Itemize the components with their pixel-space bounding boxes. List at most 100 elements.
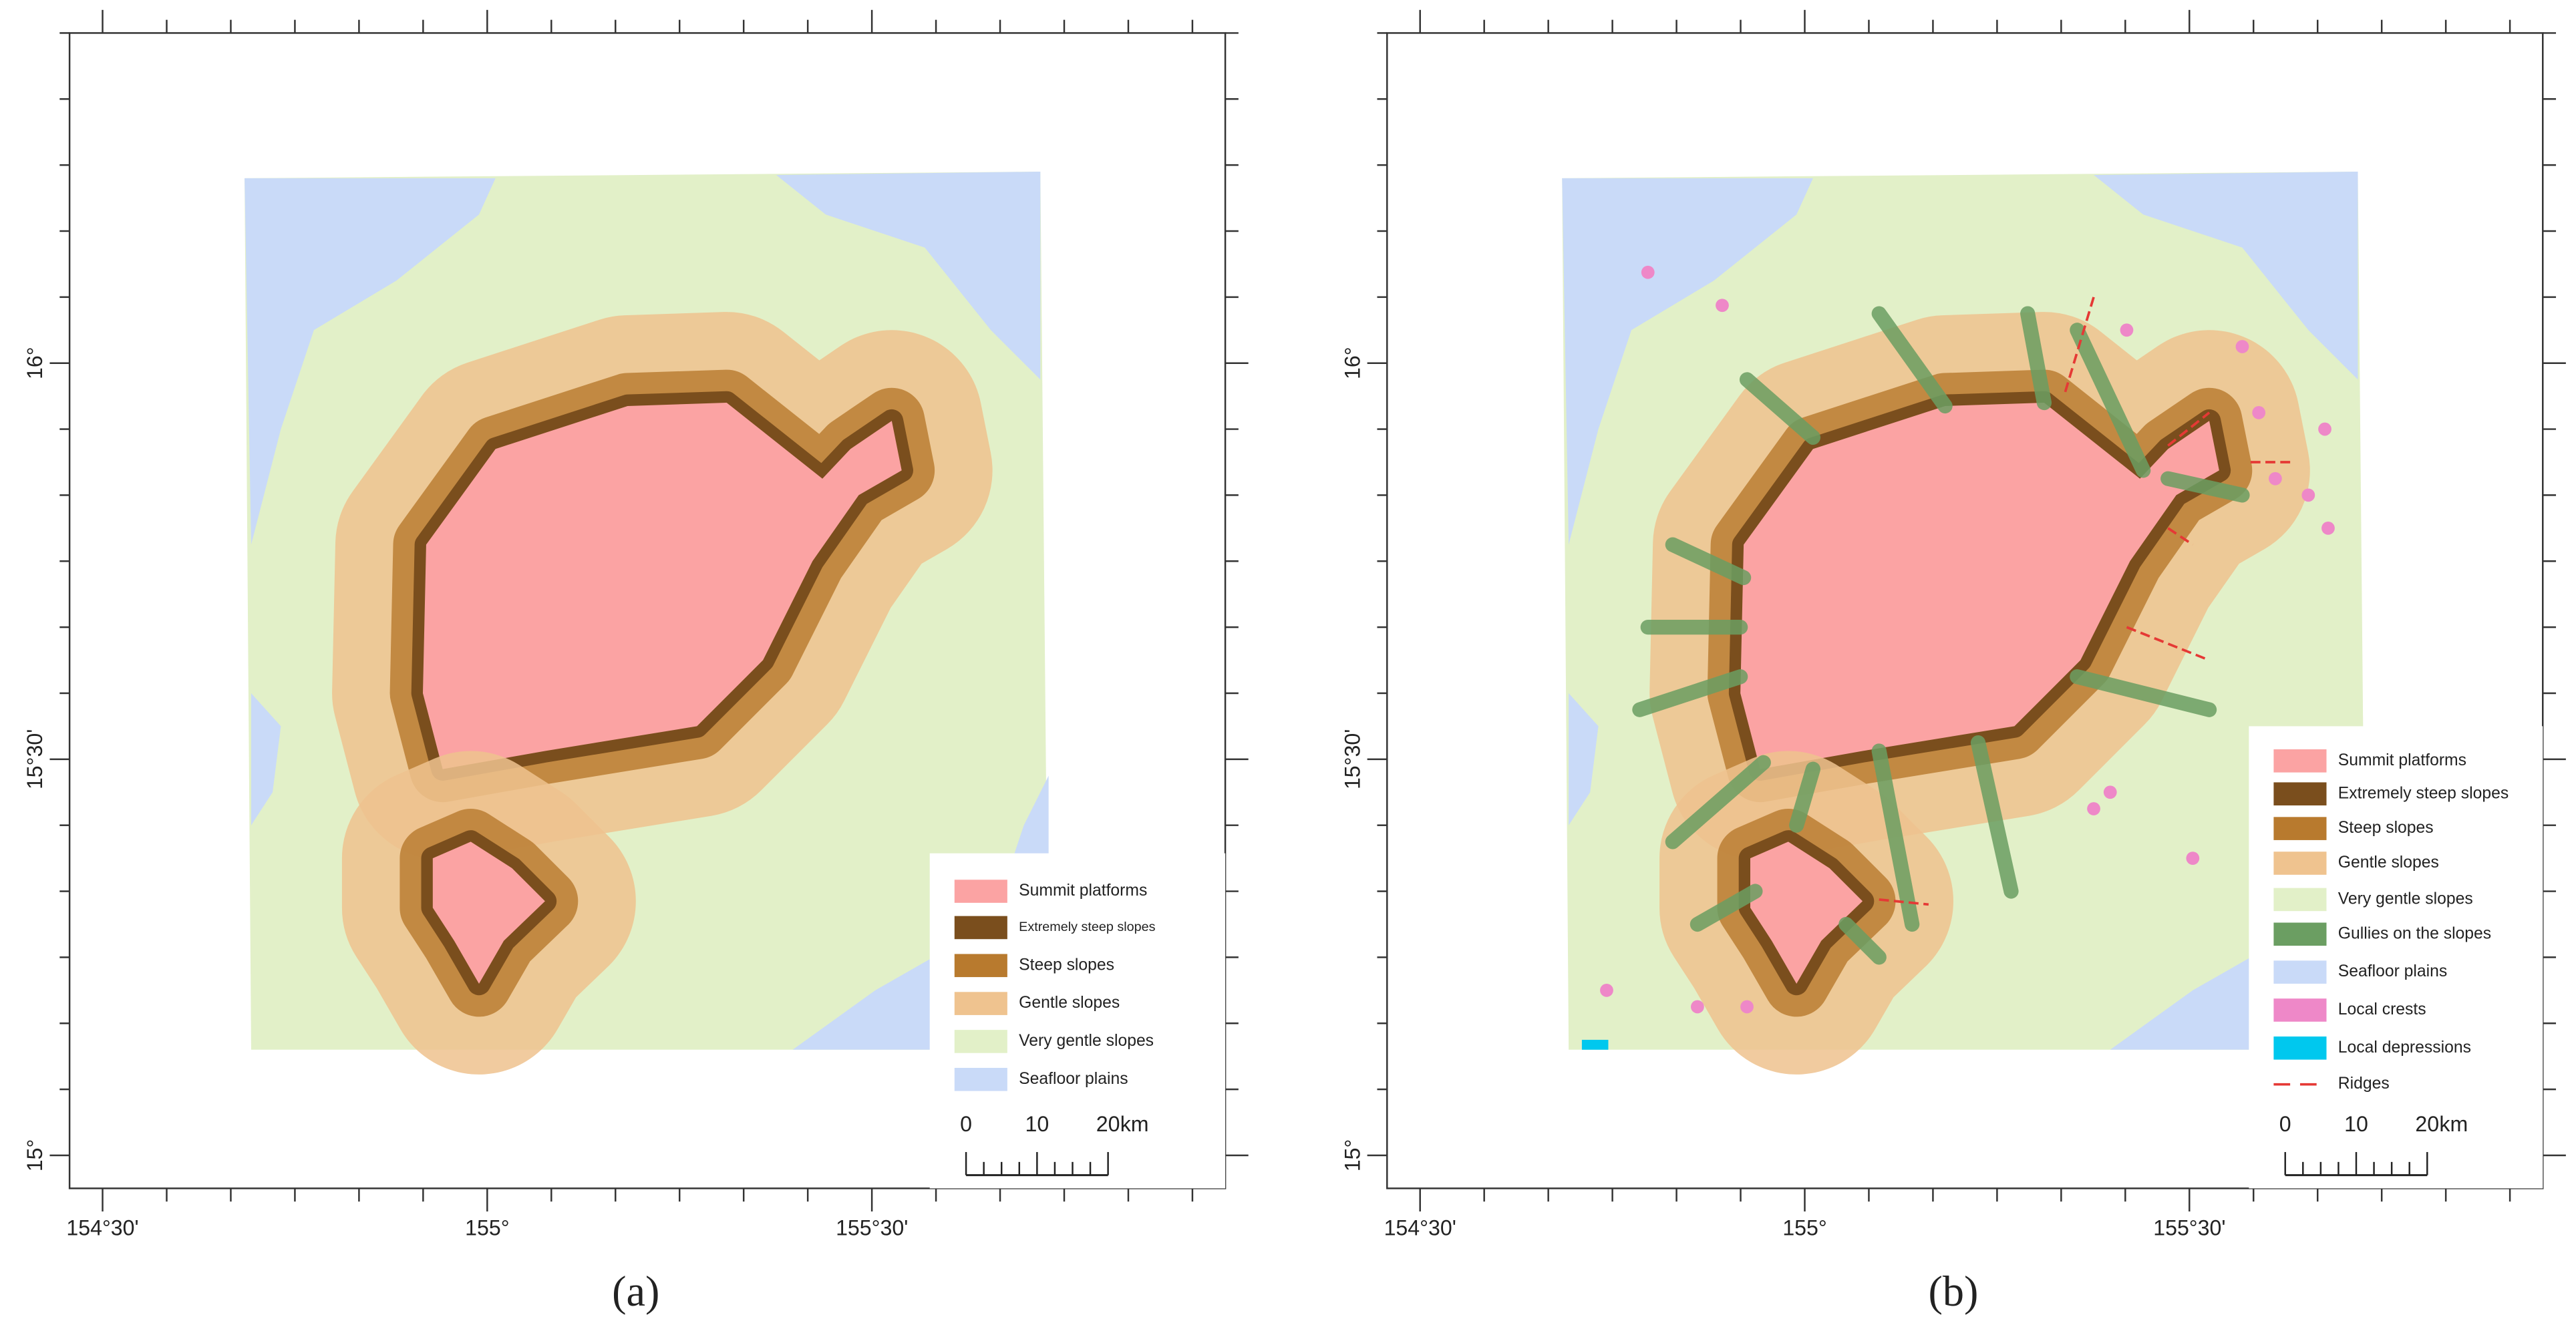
legend-label: Seafloor plains <box>1019 1070 1128 1088</box>
legend-swatch <box>954 1030 1007 1053</box>
local-crest <box>2186 851 2200 866</box>
legend-swatch <box>2273 749 2327 773</box>
legend-swatch <box>2273 1036 2327 1060</box>
legend-label: Gentle slopes <box>1019 994 1120 1012</box>
legend-swatch <box>2273 817 2327 840</box>
gully <box>2020 306 2052 411</box>
seafloor <box>1562 178 1813 545</box>
legend-label: Extremely steep slopes <box>2338 784 2509 802</box>
seafloor <box>1569 693 1599 825</box>
legend-swatch <box>2273 960 2327 984</box>
gully <box>1871 743 1920 932</box>
legend-label: Local depressions <box>2338 1038 2471 1057</box>
scale-label: 20 <box>1096 1112 1120 1136</box>
legend-label: Summit platforms <box>1019 882 1147 900</box>
y-axis-label: 16° <box>23 347 47 379</box>
local-crest <box>2120 323 2134 337</box>
gully <box>2160 471 2250 503</box>
local-crest <box>2318 422 2331 436</box>
seafloor <box>251 693 281 825</box>
legend-label: Ridges <box>2338 1075 2390 1093</box>
summit <box>422 403 902 769</box>
gully <box>1689 884 1763 932</box>
x-axis-label: 155°30' <box>2153 1216 2225 1240</box>
gully <box>1789 761 1821 833</box>
legend-swatch <box>954 1067 1007 1091</box>
y-axis-label: 15°30' <box>1340 729 1364 789</box>
gully <box>1739 372 1821 445</box>
summit <box>432 841 545 984</box>
legend-swatch <box>2273 922 2327 946</box>
scale-label: 0 <box>2279 1112 2291 1136</box>
legend-swatch <box>2273 998 2327 1022</box>
local-crest <box>1740 1000 1754 1014</box>
y-axis-label: 16° <box>1340 347 1364 379</box>
x-axis-label: 154°30' <box>66 1216 138 1240</box>
gully <box>1871 306 1953 414</box>
seafloor <box>776 172 1041 380</box>
gully <box>2070 669 2217 717</box>
legend-swatch <box>2273 888 2327 912</box>
summit <box>1750 841 1863 984</box>
legend-label: Gullies on the slopes <box>2338 924 2491 942</box>
gully <box>1632 669 1748 717</box>
scale-label: 20 <box>2415 1112 2439 1136</box>
scale-label: 10 <box>1025 1112 1049 1136</box>
seafloor <box>245 178 496 545</box>
x-axis-label: 155° <box>1782 1216 1826 1240</box>
summit <box>1740 403 2219 769</box>
map-panel: 154°30' 155° 155°30' 16° 15°30' 15° Summit pla… <box>23 9 1249 1315</box>
ridge <box>2167 411 2211 447</box>
legend-swatch <box>2273 851 2327 875</box>
gully <box>1665 755 1771 849</box>
local-crest <box>2235 340 2249 353</box>
legend-swatch <box>2273 782 2327 806</box>
gully <box>1665 537 1752 586</box>
scale-unit: km <box>2439 1112 2468 1136</box>
y-axis-label: 15° <box>23 1139 47 1172</box>
local-crest <box>2087 802 2100 815</box>
gully <box>1970 735 2019 899</box>
local-crest <box>2321 521 2335 535</box>
local-crest <box>2103 785 2117 799</box>
scale-label: 10 <box>2344 1112 2368 1136</box>
local-crest <box>2269 471 2282 486</box>
legend-swatch <box>954 880 1007 903</box>
gully <box>2070 323 2151 478</box>
x-axis-label: 155° <box>465 1216 509 1240</box>
legend-label: Steep slopes <box>1019 956 1114 974</box>
legend-label: Seafloor plains <box>2338 962 2447 980</box>
ridge <box>1879 898 1929 906</box>
legend-label: Steep slopes <box>2338 819 2434 837</box>
legend-label: Summit platforms <box>2338 751 2466 769</box>
x-axis-label: 154°30' <box>1384 1216 1456 1240</box>
local-crest <box>1641 265 1655 279</box>
panel-label: (b) <box>1929 1268 1979 1315</box>
y-axis-label: 15°30' <box>23 729 47 789</box>
legend-label: Very gentle slopes <box>1019 1032 1154 1050</box>
legend-label: Extremely steep slopes <box>1019 920 1155 934</box>
panel-label: (a) <box>612 1268 659 1315</box>
legend-swatch <box>954 954 1007 978</box>
local-crest <box>1600 983 1613 997</box>
ridge <box>2062 297 2095 397</box>
local-crest <box>2252 405 2266 419</box>
local-crest <box>2301 488 2315 502</box>
y-axis-label: 15° <box>1340 1139 1364 1172</box>
legend-label: Very gentle slopes <box>2338 890 2473 908</box>
local-crest <box>1716 299 1729 313</box>
local-crest <box>1691 1000 1704 1014</box>
legend-box <box>929 853 1226 1189</box>
scale-unit: km <box>1120 1112 1149 1136</box>
map-panel: 154°30' 155° 155°30' 16° 15°30' 15° Summit pla… <box>1340 9 2566 1315</box>
legend-label: Local crests <box>2338 1000 2426 1018</box>
gully <box>1838 916 1887 965</box>
legend-swatch <box>954 992 1007 1015</box>
legend-label: Gentle slopes <box>2338 854 2439 872</box>
seafloor <box>2094 172 2358 380</box>
local-depression <box>1581 1039 1609 1050</box>
x-axis-label: 155°30' <box>836 1216 908 1240</box>
legend-swatch <box>954 916 1007 940</box>
scale-label: 0 <box>960 1112 972 1136</box>
